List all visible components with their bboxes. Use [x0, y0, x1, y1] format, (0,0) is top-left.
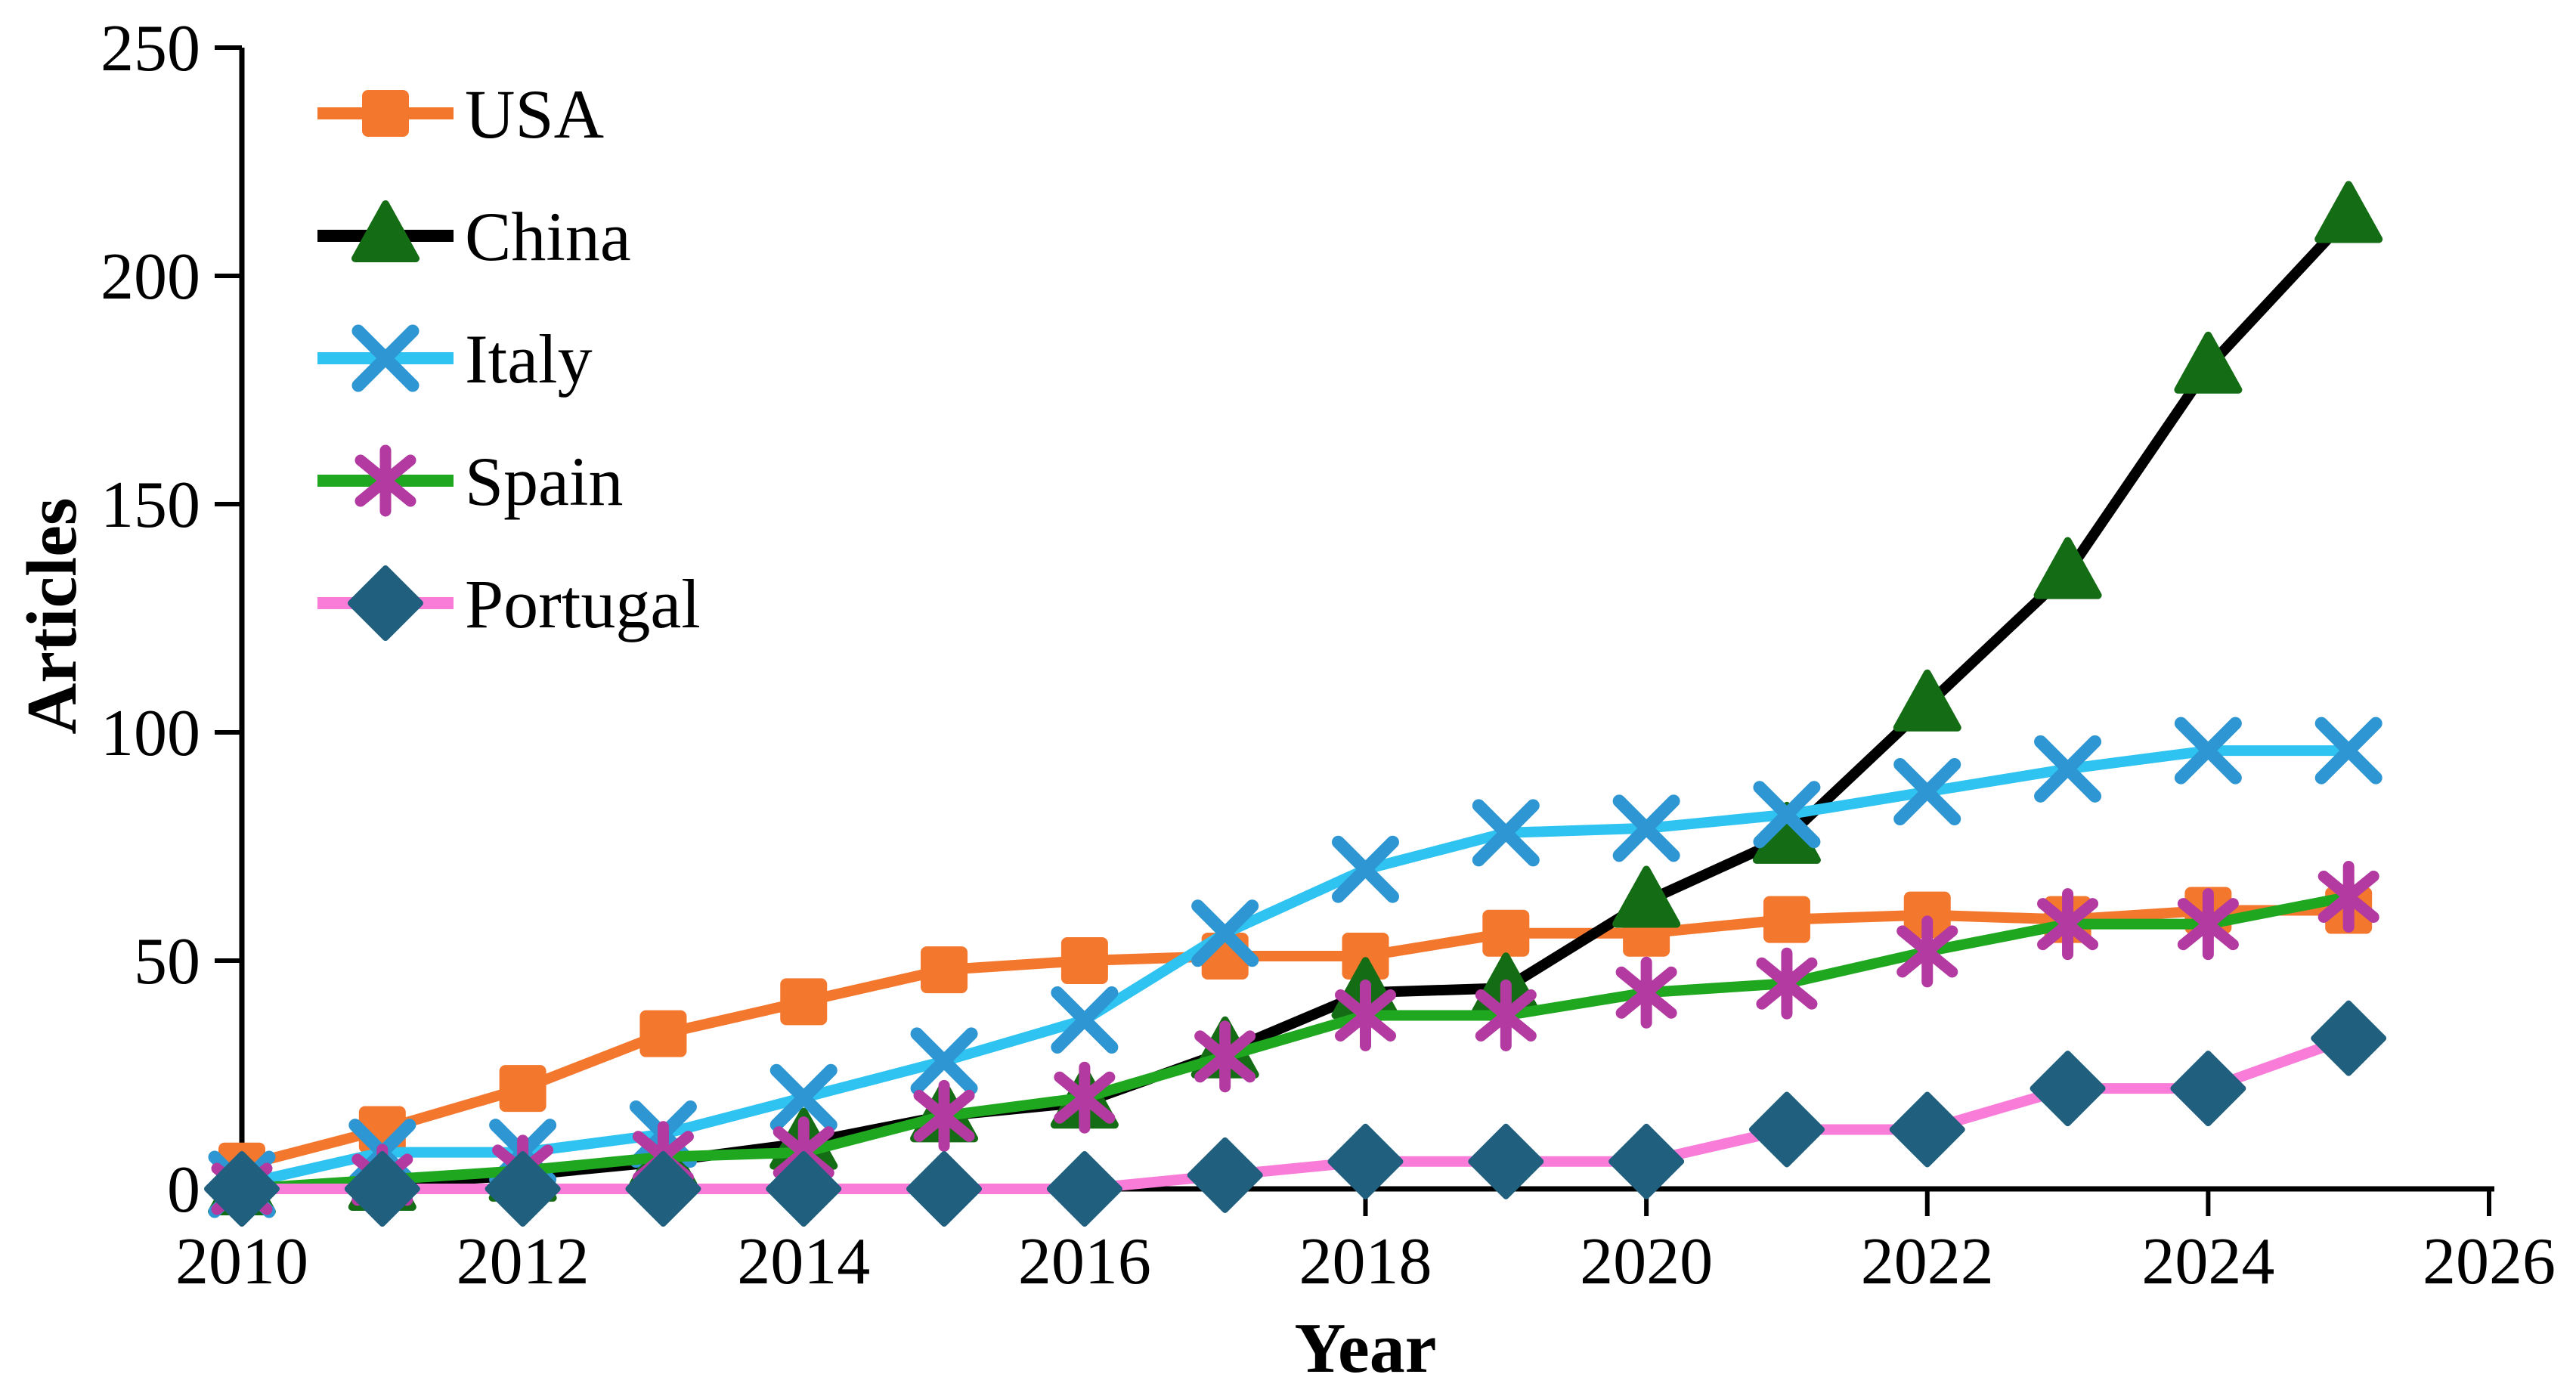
x-tick-label: 2012	[457, 1225, 590, 1298]
legend-diamond-icon	[348, 565, 423, 641]
usa-marker-square-icon	[1342, 932, 1389, 980]
y-tick-label: 250	[101, 12, 200, 85]
italy-marker-x-icon	[2034, 735, 2102, 803]
portugal-marker-diamond-icon	[906, 1151, 983, 1227]
spain-marker-asterisk-icon	[2317, 860, 2379, 933]
portugal-marker-diamond-icon	[2170, 1051, 2246, 1127]
y-tick-label: 50	[134, 925, 200, 998]
x-tick-label: 2010	[175, 1225, 308, 1298]
usa-marker-square-icon	[780, 978, 828, 1026]
series-portugal-line	[237, 1032, 2355, 1194]
italy-marker-x-icon	[1753, 781, 1821, 849]
spain-marker-asterisk-icon	[1756, 947, 1818, 1020]
spain-marker-asterisk-icon	[1194, 1020, 1256, 1093]
y-tick-label: 0	[167, 1153, 200, 1227]
italy-marker-x-icon	[1612, 794, 1680, 862]
legend-label: Portugal	[465, 565, 701, 642]
spain-marker-asterisk-icon	[2177, 888, 2239, 961]
series-italy-line	[237, 745, 2355, 1190]
legend-item-portugal: Portugal	[317, 565, 701, 642]
usa-marker-square-icon	[1763, 896, 1810, 943]
china-marker-triangle-icon	[1612, 865, 1681, 928]
italy-marker-x-icon	[769, 1063, 838, 1131]
x-tick-label: 2026	[2423, 1225, 2556, 1298]
italy-marker-x-icon	[1191, 899, 1259, 967]
spain-marker-asterisk-icon	[1475, 979, 1537, 1051]
x-tick-label: 2020	[1580, 1225, 1713, 1298]
legend-triangle-icon	[351, 200, 420, 262]
portugal-marker-diamond-icon	[1889, 1091, 1965, 1168]
china-marker-triangle-icon	[2174, 331, 2243, 394]
x-tick-label: 2016	[1018, 1225, 1151, 1298]
portugal-marker-diamond-icon	[1468, 1123, 1544, 1199]
spain-marker-asterisk-icon	[1896, 915, 1958, 988]
italy-marker-x-icon	[1472, 799, 1540, 867]
spain-marker-asterisk-icon	[913, 1079, 975, 1152]
legend-label: Italy	[465, 320, 593, 398]
series-portugal	[204, 1000, 2387, 1227]
series-spain-line	[237, 891, 2355, 1194]
portugal-marker-diamond-icon	[344, 1151, 420, 1227]
y-tick-label: 200	[101, 240, 200, 314]
portugal-marker-diamond-icon	[1046, 1151, 1122, 1227]
italy-marker-x-icon	[1893, 758, 1961, 826]
legend-item-spain: Spain	[317, 443, 624, 520]
legend-item-italy: Italy	[317, 320, 593, 398]
series-layer	[204, 181, 2387, 1227]
usa-marker-square-icon	[1482, 909, 1530, 957]
y-tick-label: 100	[101, 697, 200, 770]
italy-marker-x-icon	[1051, 986, 1119, 1054]
italy-marker-x-icon	[1332, 835, 1399, 903]
titles-layer: Articles Year	[13, 497, 1436, 1388]
legend-label: USA	[465, 76, 604, 153]
legend-asterisk-icon	[355, 444, 416, 517]
usa-marker-square-icon	[1060, 937, 1108, 984]
china-marker-triangle-icon	[2314, 181, 2383, 243]
y-axis-title: Articles	[13, 497, 91, 734]
spain-marker-asterisk-icon	[1615, 956, 1677, 1029]
x-tick-label: 2024	[2141, 1225, 2274, 1298]
portugal-marker-diamond-icon	[625, 1151, 701, 1227]
portugal-marker-diamond-icon	[1187, 1137, 1263, 1213]
italy-marker-x-icon	[910, 1027, 978, 1095]
legend-item-usa: USA	[317, 76, 604, 153]
portugal-marker-diamond-icon	[1327, 1123, 1404, 1199]
spain-marker-asterisk-icon	[1335, 979, 1396, 1051]
legend-layer: USA China Italy Spain Portugal	[317, 76, 701, 642]
legend-label: China	[465, 198, 631, 275]
series-italy	[208, 717, 2382, 1218]
axes-layer: 0 50 100 150 200 250 2010 2012 2014 2016 2018 2020 2…	[101, 12, 2556, 1298]
spain-marker-asterisk-icon	[2037, 888, 2099, 961]
portugal-marker-diamond-icon	[2030, 1051, 2106, 1127]
x-tick-label: 2022	[1861, 1225, 1994, 1298]
usa-marker-square-icon	[921, 946, 968, 994]
portugal-marker-diamond-icon	[1748, 1091, 1825, 1168]
spain-marker-asterisk-icon	[1054, 1061, 1116, 1134]
x-tick-label: 2018	[1299, 1225, 1432, 1298]
portugal-marker-diamond-icon	[766, 1151, 842, 1227]
usa-marker-square-icon	[499, 1065, 546, 1113]
portugal-marker-diamond-icon	[204, 1151, 280, 1227]
legend-item-china: China	[317, 198, 631, 275]
x-axis-title: Year	[1295, 1309, 1437, 1388]
legend-label: Spain	[465, 443, 624, 520]
portugal-marker-diamond-icon	[1608, 1123, 1685, 1199]
portugal-marker-diamond-icon	[485, 1151, 561, 1227]
legend-x-icon	[351, 324, 420, 392]
series-usa-line	[237, 905, 2355, 1172]
china-marker-triangle-icon	[1893, 669, 1961, 732]
china-marker-triangle-icon	[2033, 537, 2102, 599]
usa-marker-square-icon	[639, 1010, 687, 1057]
x-tick-label: 2014	[737, 1225, 870, 1298]
portugal-marker-diamond-icon	[2311, 1000, 2387, 1076]
usa-marker-square-icon	[1903, 891, 1951, 939]
legend-square-icon	[362, 90, 409, 137]
italy-marker-x-icon	[2174, 717, 2242, 785]
italy-marker-x-icon	[2314, 717, 2382, 785]
y-tick-label: 150	[101, 469, 200, 542]
